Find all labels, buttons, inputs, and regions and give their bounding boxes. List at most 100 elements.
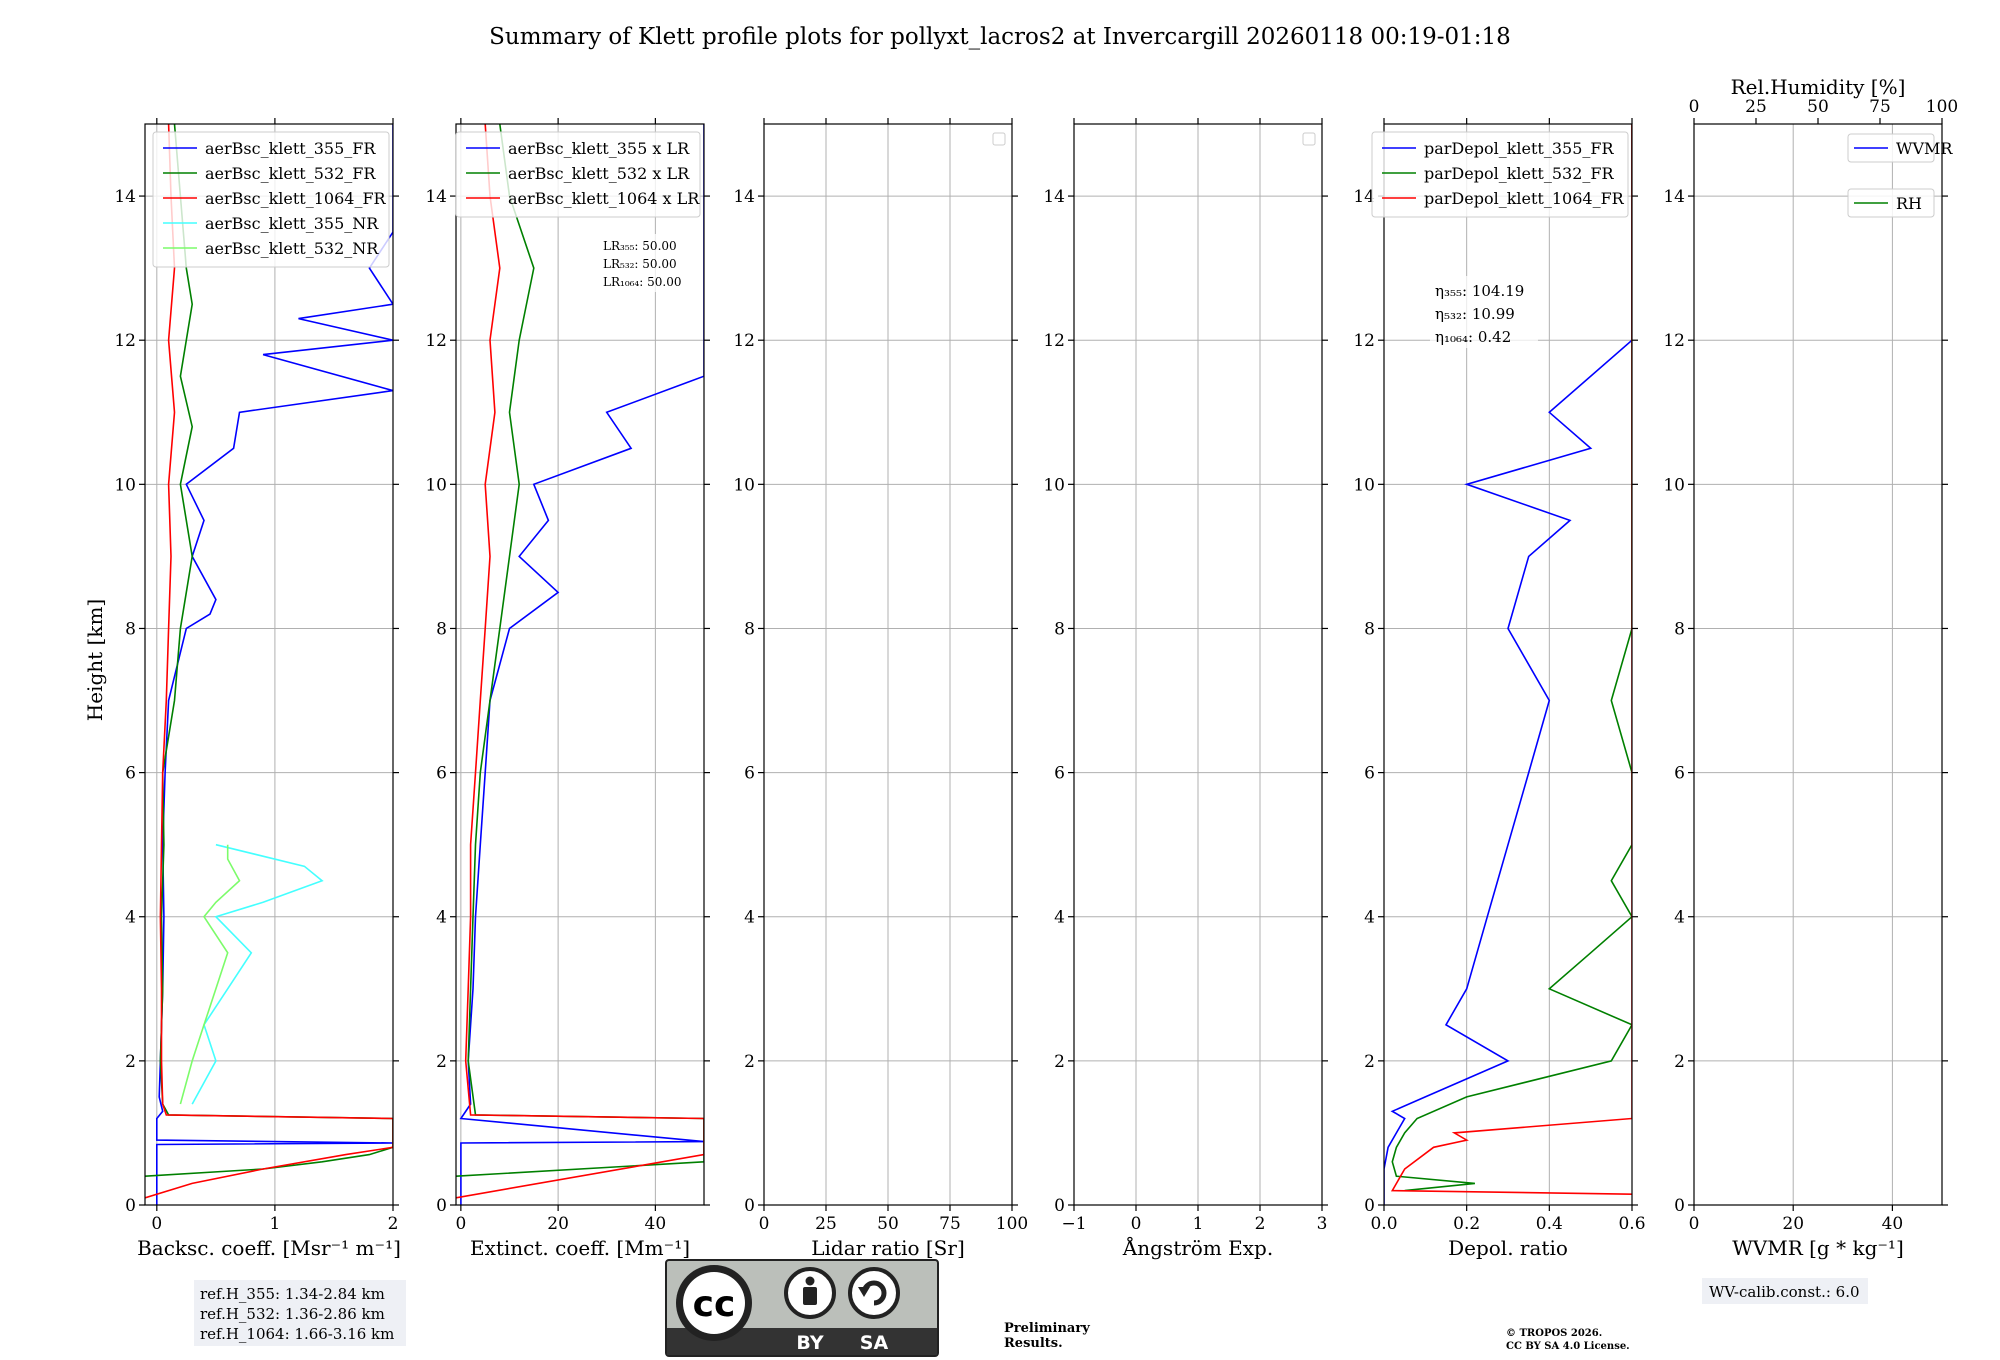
depol-eta-annotation: η₅₃₂: 10.99 [1435, 305, 1515, 323]
copyright-line1: © TROPOS 2026. [1506, 1328, 1602, 1339]
panel-lidar-ratio: 0 2 4 6 8 10 12 14 0 25 50 75 100 Lidar ratio [Sr] [733, 118, 1028, 1260]
depol-eta-annotation: η₃₅₅: 104.19 [1435, 282, 1524, 300]
x-tick-label: 20 [1782, 1214, 1804, 1234]
x-tick-label: 40 [1882, 1214, 1904, 1234]
panel-frame [144, 123, 394, 1206]
x-axis-label: WVMR [g * kg⁻¹] [1732, 1236, 1904, 1260]
series-line-aerBsc_klett_532_FR [145, 124, 393, 1177]
y-tick-label: 0 [436, 1196, 447, 1216]
legend-label: aerBsc_klett_355 x LR [508, 139, 690, 158]
top-x-tick-label: 75 [1869, 97, 1891, 117]
y-tick-label: 14 [1353, 187, 1375, 207]
y-tick-label: 6 [125, 764, 136, 784]
cc-by-sa-badge[interactable]: cc BY SA [665, 1259, 939, 1357]
y-tick-label: 2 [125, 1052, 136, 1072]
series-line-aerBsc_klett_355_FR [156, 124, 393, 1205]
x-tick-label: 1 [1193, 1214, 1204, 1234]
y-tick-label: 10 [1043, 475, 1065, 495]
height-axis-label: Height [km] [83, 599, 107, 721]
y-tick-label: 0 [1054, 1196, 1065, 1216]
series-line-aerBsc_klett_355 x LR [459, 124, 704, 1205]
depol-eta-annotation-bg [1430, 276, 1538, 348]
y-tick-label: 6 [1364, 764, 1375, 784]
y-tick-label: 8 [1364, 619, 1375, 639]
y-tick-label: 4 [436, 908, 447, 928]
y-tick-label: 14 [1043, 187, 1065, 207]
x-tick-label: 0.0 [1370, 1214, 1397, 1234]
series-group [456, 124, 704, 1205]
panel-frame [455, 123, 705, 1206]
y-tick-label: 14 [1663, 187, 1685, 207]
y-tick-label: 4 [744, 908, 755, 928]
x-tick-label: 1 [269, 1214, 280, 1234]
y-tick-label: 2 [1054, 1052, 1065, 1072]
legend-label: aerBsc_klett_1064_FR [205, 189, 387, 208]
y-tick-label: 4 [1364, 908, 1375, 928]
y-tick-label: 0 [125, 1196, 136, 1216]
badge-sa-label: SA [860, 1332, 889, 1354]
series-line-aerBsc_klett_1064_FR [145, 124, 393, 1199]
series-group [145, 124, 393, 1205]
legend-label: aerBsc_klett_1064 x LR [508, 189, 700, 208]
legend-box [1847, 188, 1935, 218]
by-person-body [803, 1287, 817, 1305]
badge-by-label: BY [796, 1332, 823, 1354]
x-tick-label: 0.4 [1536, 1214, 1563, 1234]
reference-height-box: ref.H_355: 1.34-2.84 km ref.H_532: 1.36-… [194, 1280, 406, 1346]
y-tick-label: 0 [1364, 1196, 1375, 1216]
legend-label: parDepol_klett_532_FR [1424, 164, 1615, 183]
empty-legend-box [992, 132, 1006, 146]
y-tick-label: 12 [114, 331, 136, 351]
x-axis-label: Ångström Exp. [1122, 1235, 1273, 1260]
x-axis-label: Depol. ratio [1448, 1236, 1568, 1260]
top-x-tick-label: 0 [1689, 97, 1700, 117]
y-tick-label: 10 [1353, 475, 1375, 495]
y-tick-label: 14 [114, 187, 136, 207]
y-tick-label: 6 [744, 764, 755, 784]
y-tick-label: 14 [733, 187, 755, 207]
wv-calibration-box: WV-calib.const.: 6.0 [1702, 1278, 1868, 1304]
sa-arrow-head [858, 1287, 870, 1297]
y-tick-label: 2 [436, 1052, 447, 1072]
x-tick-label: 0 [1689, 1214, 1700, 1234]
y-tick-label: 12 [733, 331, 755, 351]
series-line-aerBsc_klett_532_NR [179, 844, 241, 1105]
y-tick-label: 4 [1054, 908, 1065, 928]
wv-calibration-text: WV-calib.const.: 6.0 [1709, 1283, 1860, 1301]
reference-height-box-bg [194, 1280, 406, 1346]
y-tick-label: 8 [125, 619, 136, 639]
y-tick-label: 10 [114, 475, 136, 495]
copyright-note: © TROPOS 2026. CC BY SA 4.0 License. [1506, 1328, 1630, 1352]
x-tick-label: 0.2 [1453, 1214, 1480, 1234]
y-tick-label: 10 [733, 475, 755, 495]
x-axis-label: Extinct. coeff. [Mm⁻¹] [470, 1236, 690, 1260]
y-tick-label: 8 [1674, 619, 1685, 639]
y-tick-label: 0 [1674, 1196, 1685, 1216]
y-tick-label: 12 [1353, 331, 1375, 351]
y-tick-label: 8 [1054, 619, 1065, 639]
depol-eta-annotation: η₁₀₆₄: 0.42 [1435, 328, 1511, 346]
ref-height-1064: ref.H_1064: 1.66-3.16 km [200, 1325, 394, 1343]
series-line-aerBsc_klett_1064 x LR [456, 124, 704, 1199]
ref-height-532: ref.H_532: 1.36-2.86 km [200, 1305, 385, 1323]
top-x-tick-label: 25 [1745, 97, 1767, 117]
legend-label: parDepol_klett_355_FR [1424, 139, 1615, 158]
legend-box [152, 131, 390, 268]
x-tick-label: 50 [877, 1214, 899, 1234]
x-tick-label: 40 [645, 1214, 667, 1234]
legend-label: aerBsc_klett_532 x LR [508, 164, 690, 183]
legend-label: aerBsc_klett_532_FR [205, 164, 376, 183]
x-tick-label: 25 [815, 1214, 837, 1234]
copyright-line2: CC BY SA 4.0 License. [1506, 1341, 1630, 1352]
legend-label: aerBsc_klett_355_NR [205, 214, 379, 233]
x-tick-label: 75 [939, 1214, 961, 1234]
y-tick-label: 2 [1674, 1052, 1685, 1072]
y-tick-label: 6 [1054, 764, 1065, 784]
cc-icon [683, 1272, 745, 1334]
preliminary-note: Preliminary Results. [1004, 1321, 1090, 1351]
series-line-parDepol_klett_532_FR [1391, 124, 1632, 1192]
